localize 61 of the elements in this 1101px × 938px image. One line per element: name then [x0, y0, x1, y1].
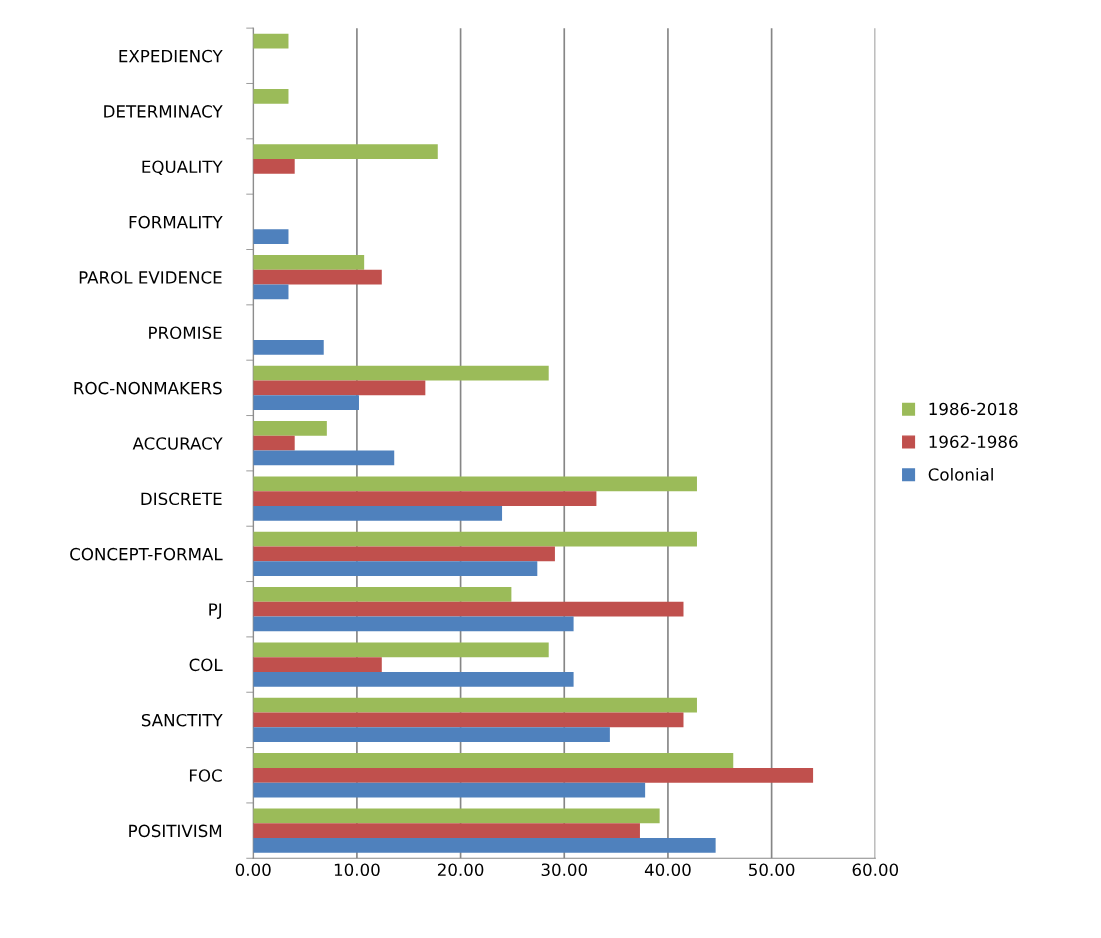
bar — [253, 89, 289, 104]
y-tick-label: PAROL EVIDENCE — [79, 271, 222, 284]
y-tick-label: PROMISE — [149, 326, 222, 340]
legend-label: 1962-1986 — [929, 435, 1018, 449]
bar — [253, 642, 549, 658]
bar — [253, 284, 289, 300]
y-tick-label: SANCTITY — [141, 713, 223, 727]
bar — [253, 395, 359, 410]
bar — [253, 255, 365, 270]
bar — [253, 697, 697, 713]
y-tick-label: FOC — [189, 769, 222, 782]
y-tick-label: ACCURACY — [132, 437, 223, 450]
y-tick-label: COL — [189, 658, 223, 672]
bar — [253, 269, 382, 285]
y-tick-label: FORMALITY — [129, 215, 223, 229]
bar — [253, 144, 438, 160]
x-tick-label: 40.00 — [644, 863, 691, 877]
bar — [253, 450, 395, 466]
bar — [253, 616, 574, 632]
bar — [253, 505, 503, 521]
bar — [253, 657, 382, 672]
bar — [253, 782, 646, 798]
bar — [253, 753, 734, 768]
legend-label: 1986-2018 — [929, 402, 1018, 416]
x-tick-label: 10.00 — [334, 863, 380, 877]
bar — [253, 159, 295, 174]
y-tick-label: PJ — [209, 603, 222, 619]
y-tick-label: CONCEPT-FORMAL — [70, 547, 223, 561]
bar — [253, 380, 426, 396]
bar — [253, 339, 324, 355]
bar — [253, 837, 716, 853]
bar — [253, 808, 660, 824]
y-tick-label: EXPEDIENCY — [119, 49, 223, 63]
y-tick-label: POSITIVISM — [129, 824, 222, 838]
bar — [253, 767, 814, 783]
bar — [253, 435, 295, 451]
bar — [253, 365, 549, 381]
bar — [253, 33, 289, 49]
bar — [253, 229, 289, 244]
bar — [253, 531, 697, 547]
y-tick-label: ROC-NONMAKERS — [74, 381, 222, 395]
bar — [253, 421, 327, 436]
bar — [253, 727, 610, 743]
bar — [253, 671, 574, 687]
bar — [253, 712, 684, 728]
y-tick-label: DISCRETE — [141, 492, 222, 506]
bar — [253, 546, 555, 562]
x-tick-label: 0.00 — [235, 863, 271, 877]
x-tick-label: 60.00 — [852, 863, 899, 877]
bar — [253, 587, 512, 602]
bar — [253, 561, 538, 577]
bar — [253, 491, 597, 506]
bar — [253, 601, 684, 617]
legend-label: Colonial — [928, 467, 993, 481]
x-tick-label: 30.00 — [541, 863, 588, 877]
bar — [253, 476, 697, 492]
x-tick-label: 50.00 — [749, 863, 795, 877]
bar — [253, 823, 640, 838]
x-tick-label: 20.00 — [437, 863, 484, 877]
y-tick-label: EQUALITY — [142, 160, 223, 175]
y-tick-label: DETERMINACY — [104, 105, 223, 118]
